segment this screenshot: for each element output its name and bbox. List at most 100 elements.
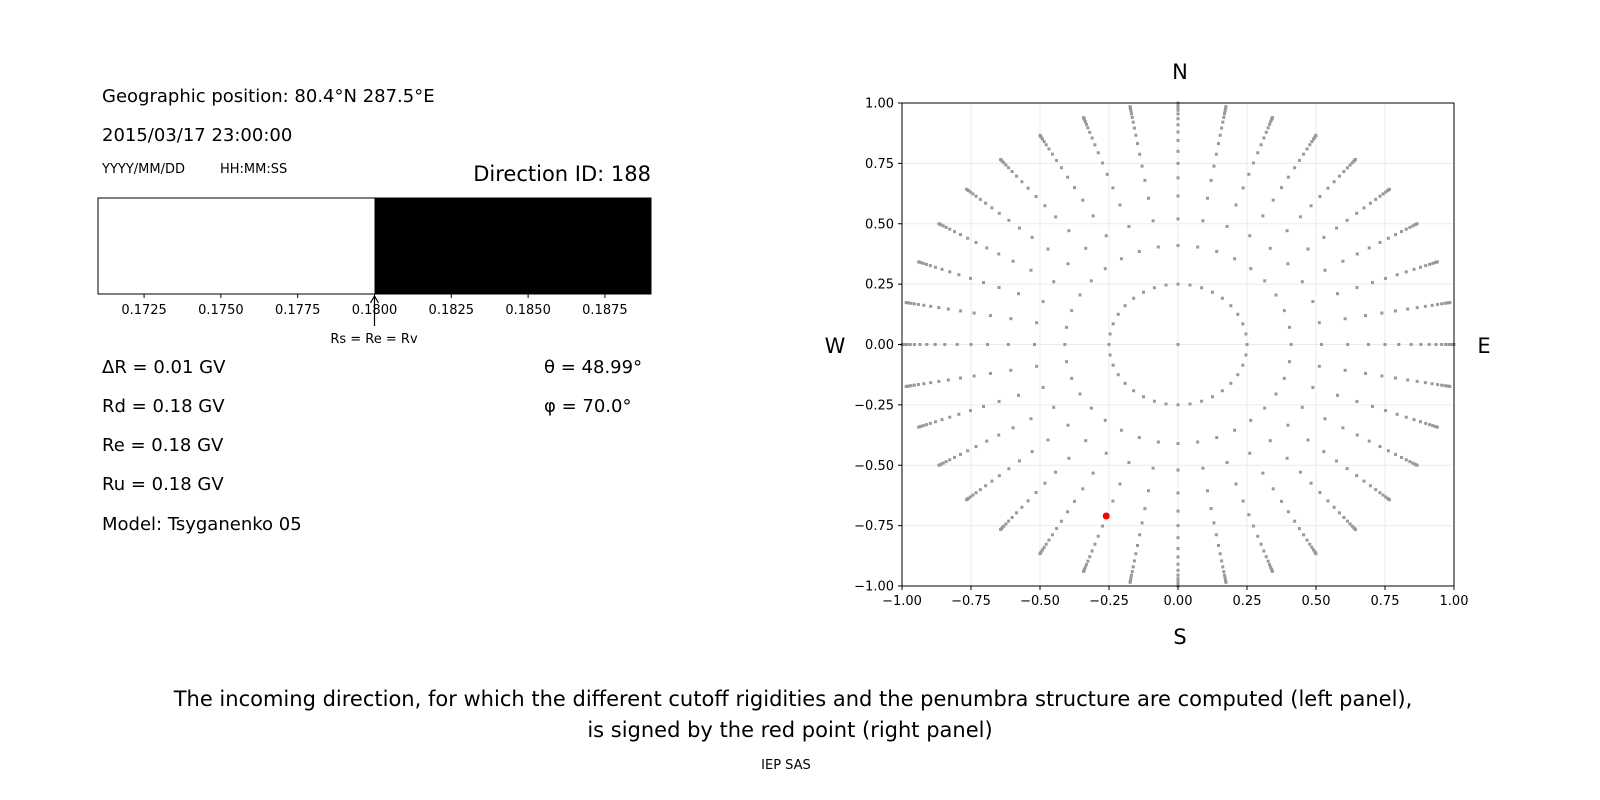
grid-point	[943, 343, 947, 346]
grid-point	[1176, 536, 1180, 540]
grid-point	[946, 378, 950, 382]
grid-point	[1147, 196, 1151, 200]
grid-point	[1395, 273, 1399, 277]
grid-point	[965, 187, 969, 191]
grid-point	[1205, 489, 1209, 493]
grid-point	[1140, 164, 1144, 168]
grid-point	[1224, 105, 1228, 109]
grid-point	[1188, 402, 1192, 406]
grid-point	[925, 343, 929, 346]
grid-point	[1266, 559, 1270, 563]
grid-point	[934, 265, 938, 269]
grid-point	[1229, 304, 1233, 308]
grid-point	[1234, 482, 1238, 486]
grid-point	[1212, 521, 1216, 525]
grid-point	[1004, 163, 1008, 167]
grid-point	[948, 415, 952, 419]
compass-south-label: S	[1173, 625, 1186, 649]
grid-point	[1176, 105, 1180, 109]
grid-point	[1423, 381, 1427, 385]
grid-point	[1107, 343, 1111, 346]
grid-point	[1435, 425, 1439, 429]
grid-point	[1433, 424, 1437, 428]
grid-point	[941, 461, 945, 465]
delta-r-value: ΔR = 0.01 GV	[102, 357, 226, 378]
grid-point	[1215, 436, 1219, 440]
grid-point	[1287, 360, 1291, 364]
grid-point	[1132, 389, 1136, 393]
grid-point	[974, 240, 978, 244]
grid-point	[1311, 385, 1315, 389]
grid-point	[1123, 304, 1127, 308]
grid-point	[1042, 545, 1046, 549]
grid-point	[1016, 393, 1020, 397]
grid-point	[1336, 292, 1340, 296]
grid-point	[1259, 542, 1263, 546]
grid-point	[917, 260, 921, 264]
grid-point	[1042, 140, 1046, 144]
grid-point	[1393, 309, 1397, 313]
grid-point	[1176, 509, 1180, 513]
grid-point	[1196, 245, 1200, 249]
grid-point	[1176, 282, 1180, 286]
grid-point	[1297, 158, 1301, 162]
grid-point	[984, 484, 988, 488]
bar-segment-0	[98, 198, 375, 294]
grid-point	[1326, 499, 1330, 503]
x-tick-label: 0.1825	[429, 303, 475, 318]
grid-point	[1415, 222, 1419, 226]
direction-id: Direction ID: 188	[473, 162, 651, 186]
date-format-label: YYYY/MM/DD	[101, 162, 185, 177]
grid-point	[944, 460, 948, 464]
grid-point	[978, 488, 982, 492]
grid-point	[1353, 527, 1357, 531]
rd-value: Rd = 0.18 GV	[102, 396, 225, 417]
grid-point	[912, 383, 916, 387]
grid-point	[1249, 418, 1253, 422]
grid-point	[928, 264, 932, 268]
grid-point	[1236, 312, 1240, 316]
grid-point	[1201, 466, 1205, 470]
grid-point	[1383, 409, 1387, 413]
grid-point	[1353, 158, 1357, 162]
grid-point	[1176, 138, 1180, 142]
grid-point	[1119, 428, 1123, 432]
grid-point	[953, 455, 957, 459]
grid-point	[934, 420, 938, 424]
grid-point	[1050, 533, 1054, 537]
grid-point	[1091, 214, 1095, 218]
grid-point	[1093, 143, 1097, 147]
grid-point	[1341, 426, 1345, 430]
grid-point	[1176, 161, 1180, 165]
grid-point	[1440, 343, 1444, 346]
grid-point	[1264, 555, 1268, 559]
grid-point	[1343, 317, 1347, 321]
grid-point	[1378, 445, 1382, 449]
grid-point	[971, 192, 975, 196]
grid-point	[1086, 559, 1090, 563]
grid-point	[988, 371, 992, 375]
grid-point	[1142, 395, 1145, 399]
grid-point	[1176, 149, 1180, 153]
grid-point	[972, 311, 976, 315]
x-tick-label: 0.50	[1302, 594, 1331, 609]
grid-point	[1138, 152, 1142, 156]
grid-point	[1156, 245, 1160, 249]
grid-point	[937, 222, 941, 226]
grid-point	[1384, 495, 1388, 499]
grid-point	[1046, 438, 1050, 442]
grid-point	[1035, 364, 1039, 368]
grid-point	[1043, 481, 1047, 485]
grid-point	[1247, 513, 1251, 517]
grid-point	[1212, 164, 1216, 168]
grid-point	[1147, 489, 1151, 493]
grid-point	[1200, 286, 1204, 290]
grid-point	[1132, 296, 1136, 300]
grid-point	[1300, 405, 1304, 409]
grid-point	[997, 211, 1001, 215]
grid-point	[1220, 559, 1224, 563]
grid-point	[1128, 105, 1132, 109]
grid-point	[1066, 175, 1070, 179]
x-tick-label: −1.00	[882, 594, 922, 609]
